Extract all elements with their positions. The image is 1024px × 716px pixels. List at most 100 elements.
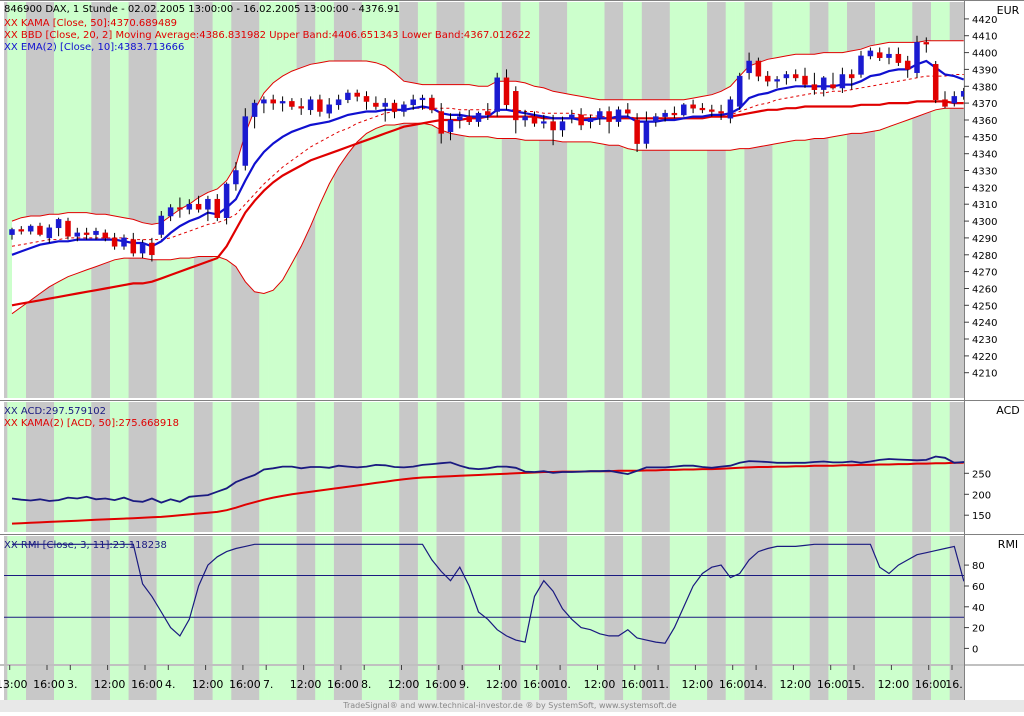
shade-column [865,536,876,664]
candle [513,86,519,134]
candle-body [690,104,696,109]
shade-column [772,666,783,700]
shade-column [865,402,876,532]
shade-column [763,2,773,398]
shade-column [875,402,885,532]
candle [363,91,370,110]
candle [326,98,332,119]
shade-column [576,666,587,700]
time-tick-label: 4. [165,678,176,691]
candle-body [932,64,939,100]
shade-column [725,666,736,700]
candle [139,239,146,259]
shade-column [520,536,531,664]
shade-column [287,536,297,664]
candle [876,47,883,61]
candle-body [27,225,34,232]
shade-column [669,666,680,700]
candle [839,67,846,93]
bollinger-band-area [12,40,964,314]
shade-column [445,402,456,532]
candle [307,96,314,115]
shade-column [389,666,400,700]
shade-column [688,536,699,664]
candle-body [820,77,827,90]
candle [569,109,575,124]
shade-column [548,2,559,398]
candle [195,195,202,213]
shade-column [847,2,857,398]
axis-tick-label: 20 [972,624,985,635]
candle-body [764,75,771,82]
shade-column [464,666,475,700]
shade-column [119,2,129,398]
shade-column [623,402,633,532]
axis-tick-label: 4310 [972,200,997,211]
candle [923,37,930,53]
shade-column [72,536,83,664]
shade-column [231,666,241,700]
shade-column [371,536,381,664]
shade-column [921,2,932,398]
shade-column [632,2,643,398]
shade-column [772,2,783,398]
shade-column [940,666,950,700]
shade-column [921,536,932,664]
bollinger-band-fill [12,40,964,314]
axis-tick-label: 4220 [972,352,997,363]
shade-column [903,2,913,398]
axis-unit-label: ACD [996,404,1019,417]
candle-body [410,99,416,106]
candle-body [233,170,239,185]
shade-column [744,666,755,700]
acd-kama-line [11,461,964,525]
shade-column [632,666,643,700]
candle-body [223,183,230,218]
candle [317,94,323,117]
shade-column [931,666,941,700]
shade-column [893,402,904,532]
legend-entry-kama: XX KAMA [Close, 50]:4370.689489 [4,18,177,29]
candle-body [401,104,407,112]
candle-body [186,203,193,210]
shade-column [259,402,269,532]
shade-column [371,2,381,398]
time-tick-label: 16:00 [915,678,947,691]
candle [345,89,351,104]
candle-body [513,91,519,121]
shade-column [529,536,540,664]
shade-column [819,536,829,664]
candle [531,111,538,127]
shade-column [268,536,279,664]
candle [681,103,687,117]
shade-column [249,666,260,700]
shade-column [557,402,568,532]
shade-column [4,536,8,664]
shade-column [26,2,36,398]
shade-column [91,2,101,398]
footer-text: TradeSignal® and www.technical-investor.… [342,701,677,710]
candle-body [429,97,435,111]
shade-column [324,666,335,700]
shade-column [856,402,867,532]
shade-column [100,536,111,664]
shade-column [63,402,73,532]
candle-body [634,119,640,144]
shade-column [893,2,904,398]
candle-body [606,111,612,122]
candle-body [709,109,715,112]
shade-column [903,402,913,532]
time-tick-label: 16:00 [425,678,457,691]
shade-column [436,2,447,398]
axis-tick-label: 4240 [972,318,997,329]
shade-column [501,536,512,664]
shade-column [501,2,512,398]
shade-column [343,666,353,700]
candle-body [289,101,295,107]
shade-column [100,2,111,398]
time-tick-label: 14. [749,678,767,691]
candle-body [9,229,15,235]
shade-column [585,666,596,700]
candle [746,52,752,80]
shade-column [613,666,624,700]
